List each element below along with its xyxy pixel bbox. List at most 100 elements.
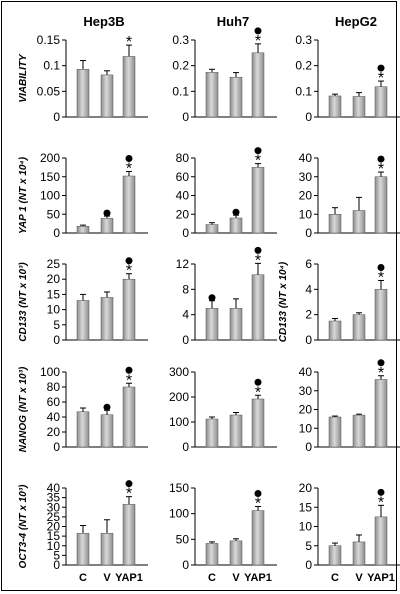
bar-V — [352, 210, 366, 234]
significance-dot — [208, 294, 216, 302]
y-tick-label: 0.1 — [295, 84, 312, 98]
significance-dot — [103, 209, 111, 217]
y-tick-label: 100 — [169, 507, 189, 521]
x-tick-label: YAP1 — [244, 572, 272, 584]
y-tick-label: 4 — [182, 308, 189, 322]
y-tick-label: 150 — [40, 170, 60, 184]
bar-YAP1 — [374, 379, 388, 448]
y-tick-label: 0.05 — [37, 84, 61, 98]
y-tick-label: 10 — [299, 421, 313, 435]
y-tick-label: 12 — [176, 257, 190, 271]
x-tick-label: V — [103, 572, 111, 584]
bar-V — [229, 217, 243, 234]
y-tick-label: 0 — [53, 333, 60, 347]
y-tick-label: 10 — [299, 207, 313, 221]
significance-dot — [254, 489, 262, 497]
column-title: Huh7 — [217, 14, 250, 29]
significance-dot — [254, 246, 262, 254]
bar-V — [229, 76, 243, 118]
y-tick-label: 20 — [176, 207, 190, 221]
significance-star: * — [126, 263, 132, 280]
significance-dot — [103, 403, 111, 411]
significance-star: * — [126, 372, 132, 389]
y-tick-label: 5 — [53, 318, 60, 332]
significance-star: * — [378, 365, 384, 382]
y-tick-label: 10 — [47, 539, 61, 553]
bar-C — [205, 308, 219, 341]
y-tick-label: 10 — [299, 520, 313, 534]
y-tick-label: 4 — [305, 282, 312, 296]
y-tick-label: 200 — [169, 390, 189, 404]
y-tick-label: 40 — [47, 410, 61, 424]
y-tick-label: 0 — [182, 440, 189, 454]
y-tick-label: 0 — [182, 558, 189, 572]
x-tick-label: YAP1 — [115, 572, 143, 584]
bar-C — [205, 418, 219, 448]
y-tick-label: 30 — [299, 170, 313, 184]
bar-YAP1 — [122, 386, 136, 448]
bar-YAP1 — [251, 510, 265, 566]
bar-C — [328, 416, 342, 448]
y-tick-label: 100 — [40, 189, 60, 203]
bar-C — [205, 224, 219, 234]
bar-YAP1 — [122, 278, 136, 341]
y-tick-label: 5 — [305, 539, 312, 553]
y-tick-label: 25 — [47, 257, 61, 271]
significance-dot — [232, 208, 240, 216]
significance-star: * — [378, 494, 384, 511]
y-tick-label: 0.2 — [295, 59, 312, 73]
y-tick-label: 40 — [299, 365, 313, 379]
bar-YAP1 — [251, 52, 265, 118]
significance-star: * — [378, 161, 384, 178]
y-tick-label: 20 — [47, 425, 61, 439]
y-tick-label: 80 — [176, 151, 190, 165]
y-tick-label: 35 — [47, 491, 61, 505]
bar-C — [205, 72, 219, 118]
y-tick-label: 0.1 — [172, 84, 189, 98]
significance-dot — [254, 378, 262, 386]
bar-C — [328, 214, 342, 234]
x-tick-label: V — [232, 572, 240, 584]
y-tick-label: 0 — [53, 558, 60, 572]
significance-dot — [125, 366, 133, 374]
y-tick-label: 40 — [299, 151, 313, 165]
significance-star: * — [126, 161, 132, 178]
bar-V — [100, 414, 114, 448]
column-title: HepG2 — [335, 14, 377, 29]
significance-dot — [125, 155, 133, 162]
y-tick-label: 20 — [299, 189, 313, 203]
significance-star: * — [255, 33, 261, 50]
y-tick-label: 50 — [47, 207, 61, 221]
bar-V — [100, 74, 114, 118]
bar-YAP1 — [374, 516, 388, 566]
y-tick-label: 100 — [40, 365, 60, 379]
y-tick-label: 10 — [47, 303, 61, 317]
x-tick-label: C — [79, 572, 87, 584]
y-tick-label: 20 — [299, 481, 313, 495]
y-axis-label: OCT3-4 (NT x 10³) — [18, 484, 29, 569]
significance-star: * — [255, 252, 261, 269]
y-tick-label: 30 — [47, 500, 61, 514]
y-tick-label: 80 — [47, 380, 61, 394]
y-tick-label: 300 — [169, 365, 189, 379]
y-tick-label: 200 — [40, 151, 60, 165]
y-tick-label: 0 — [182, 333, 189, 347]
x-tick-label: V — [355, 572, 363, 584]
y-tick-label: 0.3 — [172, 33, 189, 47]
bar-YAP1 — [122, 504, 136, 566]
significance-star: * — [378, 269, 384, 286]
y-axis-label: YAP 1 (NT x 10⁴) — [18, 156, 29, 234]
y-tick-label: 8 — [182, 282, 189, 296]
significance-dot — [254, 147, 262, 155]
bar-V — [352, 96, 366, 118]
y-axis-label: CD133 (NT x 10⁴) — [278, 261, 289, 342]
significance-dot — [377, 488, 385, 496]
y-axis-label: NANOG (NT x 10³) — [18, 366, 29, 452]
bar-V — [352, 314, 366, 341]
bar-YAP1 — [374, 86, 388, 118]
y-tick-label: 0 — [182, 110, 189, 124]
y-tick-label: 60 — [176, 170, 190, 184]
bar-C — [76, 411, 90, 448]
